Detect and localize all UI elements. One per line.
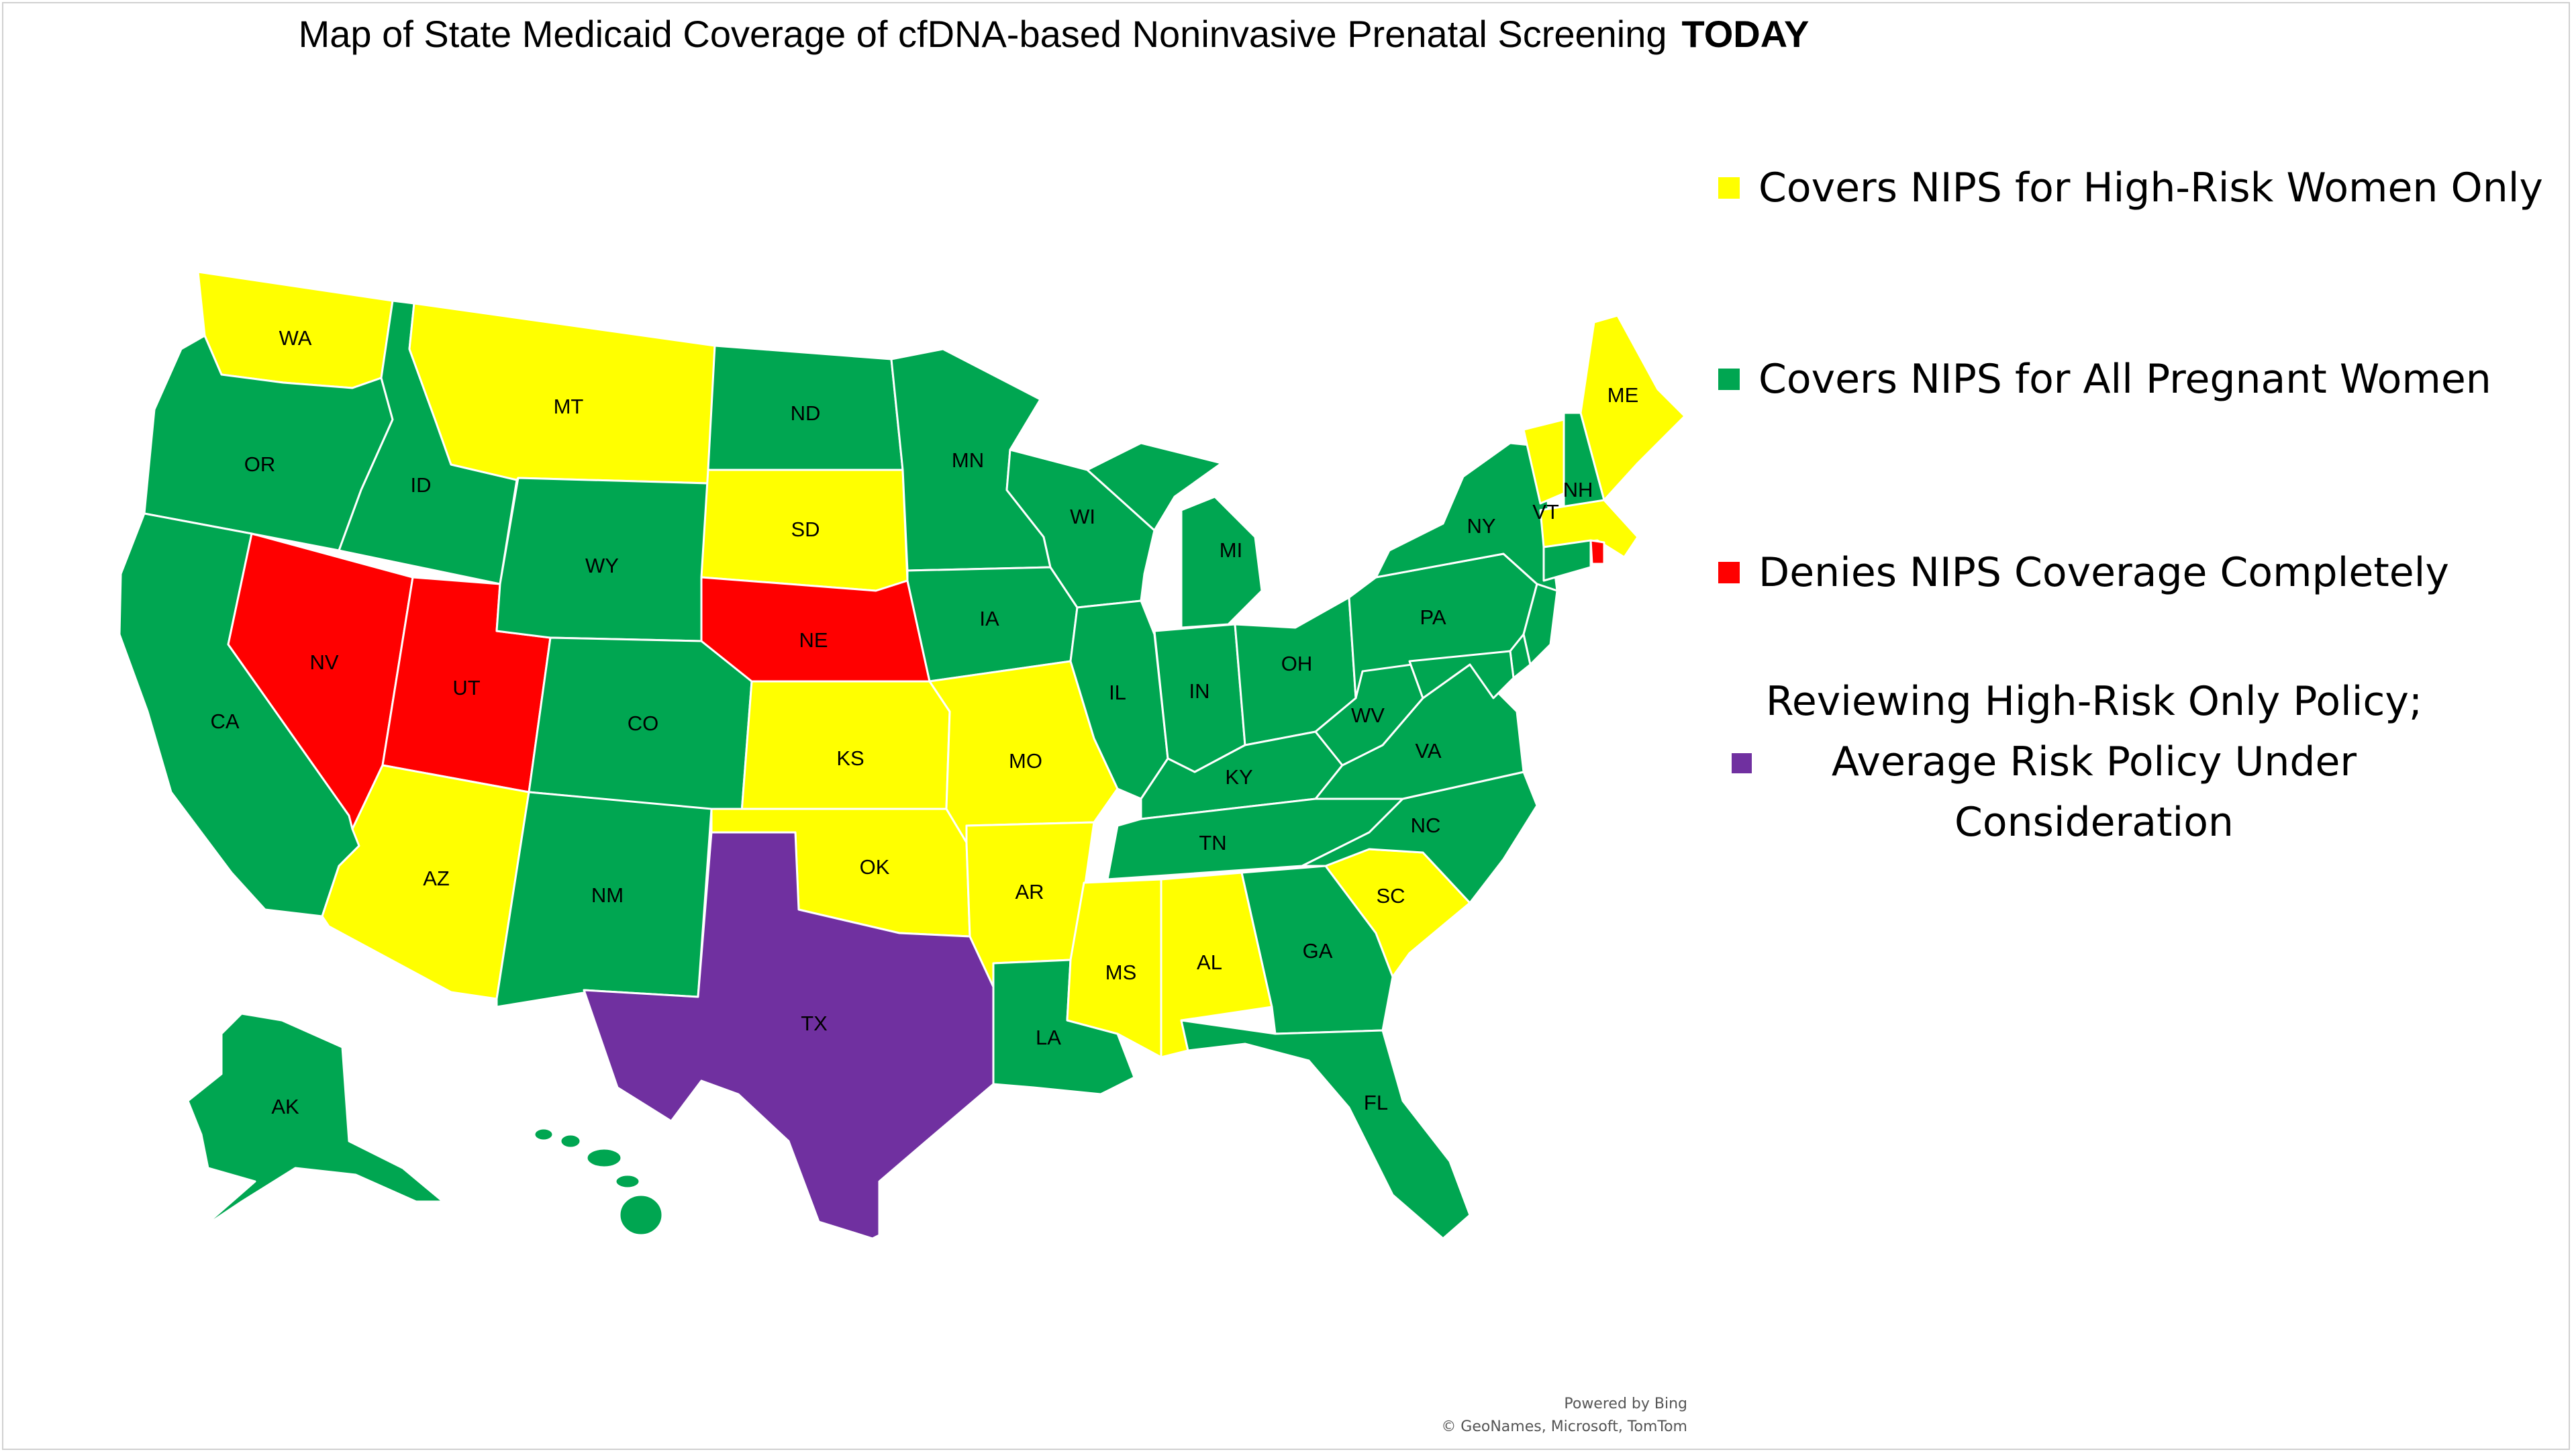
state-label-mo: MO bbox=[1009, 749, 1042, 773]
legend-label: Denies NIPS Coverage Completely bbox=[1758, 549, 2449, 596]
state-label-wa: WA bbox=[279, 326, 312, 350]
state-label-tx: TX bbox=[801, 1012, 828, 1035]
state-ak[interactable] bbox=[187, 1012, 444, 1230]
state-mi[interactable] bbox=[1086, 442, 1263, 629]
legend-swatch-green bbox=[1718, 369, 1740, 390]
state-label-ca: CA bbox=[210, 710, 239, 733]
legend-swatch-red bbox=[1718, 562, 1740, 583]
state-label-vt: VT bbox=[1532, 500, 1559, 524]
state-mt[interactable] bbox=[408, 302, 716, 485]
legend-swatch-purple bbox=[1732, 753, 1752, 773]
state-label-ny: NY bbox=[1467, 514, 1495, 538]
state-label-sd: SD bbox=[791, 518, 820, 541]
state-hi[interactable] bbox=[533, 1127, 664, 1236]
legend-label-line: Reviewing High-Risk Only Policy; bbox=[1765, 678, 2423, 725]
state-label-nv: NV bbox=[309, 650, 338, 674]
state-label-me: ME bbox=[1607, 383, 1639, 407]
legend-label-line: Average Risk Policy Under bbox=[1831, 738, 2357, 785]
state-label-mi: MI bbox=[1220, 538, 1242, 562]
state-label-la: LA bbox=[1036, 1026, 1061, 1049]
state-label-or: OR bbox=[244, 452, 276, 476]
legend-swatch-yellow bbox=[1718, 177, 1740, 199]
title-emphasis: TODAY bbox=[1681, 13, 1810, 55]
legend-label: Covers NIPS for All Pregnant Women bbox=[1758, 356, 2491, 403]
state-label-nm: NM bbox=[591, 883, 624, 907]
state-label-sc: SC bbox=[1376, 884, 1405, 908]
credit-line: Powered by Bing bbox=[1564, 1396, 1687, 1412]
state-label-ky: KY bbox=[1225, 765, 1252, 789]
credit-line: © GeoNames, Microsoft, TomTom bbox=[1441, 1418, 1687, 1435]
state-nj[interactable] bbox=[1522, 583, 1558, 666]
legend-label-line: Consideration bbox=[1954, 799, 2234, 846]
state-label-wv: WV bbox=[1351, 703, 1385, 727]
state-label-nd: ND bbox=[791, 401, 821, 425]
state-label-mt: MT bbox=[554, 395, 584, 418]
map-credit: Powered by Bing © GeoNames, Microsoft, T… bbox=[1376, 1393, 1687, 1439]
state-label-ms: MS bbox=[1105, 961, 1137, 984]
legend-item-high-risk: Covers NIPS for High-Risk Women Only bbox=[1718, 164, 2543, 211]
state-label-ok: OK bbox=[860, 855, 890, 879]
state-label-pa: PA bbox=[1420, 605, 1446, 629]
map-title: Map of State Medicaid Coverage of cfDNA-… bbox=[0, 12, 2108, 56]
state-label-oh: OH bbox=[1281, 652, 1313, 675]
state-label-id: ID bbox=[411, 473, 432, 497]
state-label-az: AZ bbox=[423, 867, 450, 890]
title-text: Map of State Medicaid Coverage of cfDNA-… bbox=[298, 13, 1667, 55]
state-label-ar: AR bbox=[1015, 880, 1044, 904]
state-label-nc: NC bbox=[1411, 814, 1441, 837]
state-label-al: AL bbox=[1197, 951, 1222, 974]
state-me[interactable] bbox=[1579, 314, 1686, 501]
state-fl[interactable] bbox=[1180, 1019, 1471, 1240]
state-label-tn: TN bbox=[1199, 831, 1226, 855]
state-md[interactable] bbox=[1408, 650, 1515, 699]
legend-label: Covers NIPS for High-Risk Women Only bbox=[1758, 164, 2543, 211]
state-label-wy: WY bbox=[585, 554, 619, 577]
state-label-ks: KS bbox=[836, 746, 864, 770]
state-label-co: CO bbox=[628, 712, 659, 735]
state-label-fl: FL bbox=[1364, 1091, 1388, 1114]
state-label-ne: NE bbox=[799, 628, 828, 652]
state-label-va: VA bbox=[1415, 739, 1441, 763]
state-ri[interactable] bbox=[1589, 539, 1605, 565]
state-label-ak: AK bbox=[271, 1095, 299, 1118]
legend-item-denies: Denies NIPS Coverage Completely bbox=[1718, 549, 2449, 596]
state-label-ga: GA bbox=[1303, 939, 1333, 963]
state-tx[interactable] bbox=[583, 831, 995, 1240]
state-label-il: IL bbox=[1109, 681, 1126, 704]
state-label-wi: WI bbox=[1070, 505, 1095, 528]
legend-item-all-pregnant: Covers NIPS for All Pregnant Women bbox=[1718, 356, 2491, 403]
state-label-in: IN bbox=[1189, 679, 1210, 703]
state-label-ut: UT bbox=[452, 676, 480, 699]
legend-item-reviewing: Reviewing High-Risk Only Policy; Average… bbox=[1758, 671, 2430, 853]
state-nc[interactable] bbox=[1301, 771, 1538, 904]
state-ct[interactable] bbox=[1542, 539, 1592, 582]
state-label-nh: NH bbox=[1563, 478, 1593, 501]
state-label-ia: IA bbox=[979, 607, 999, 630]
state-label-mn: MN bbox=[952, 448, 984, 472]
